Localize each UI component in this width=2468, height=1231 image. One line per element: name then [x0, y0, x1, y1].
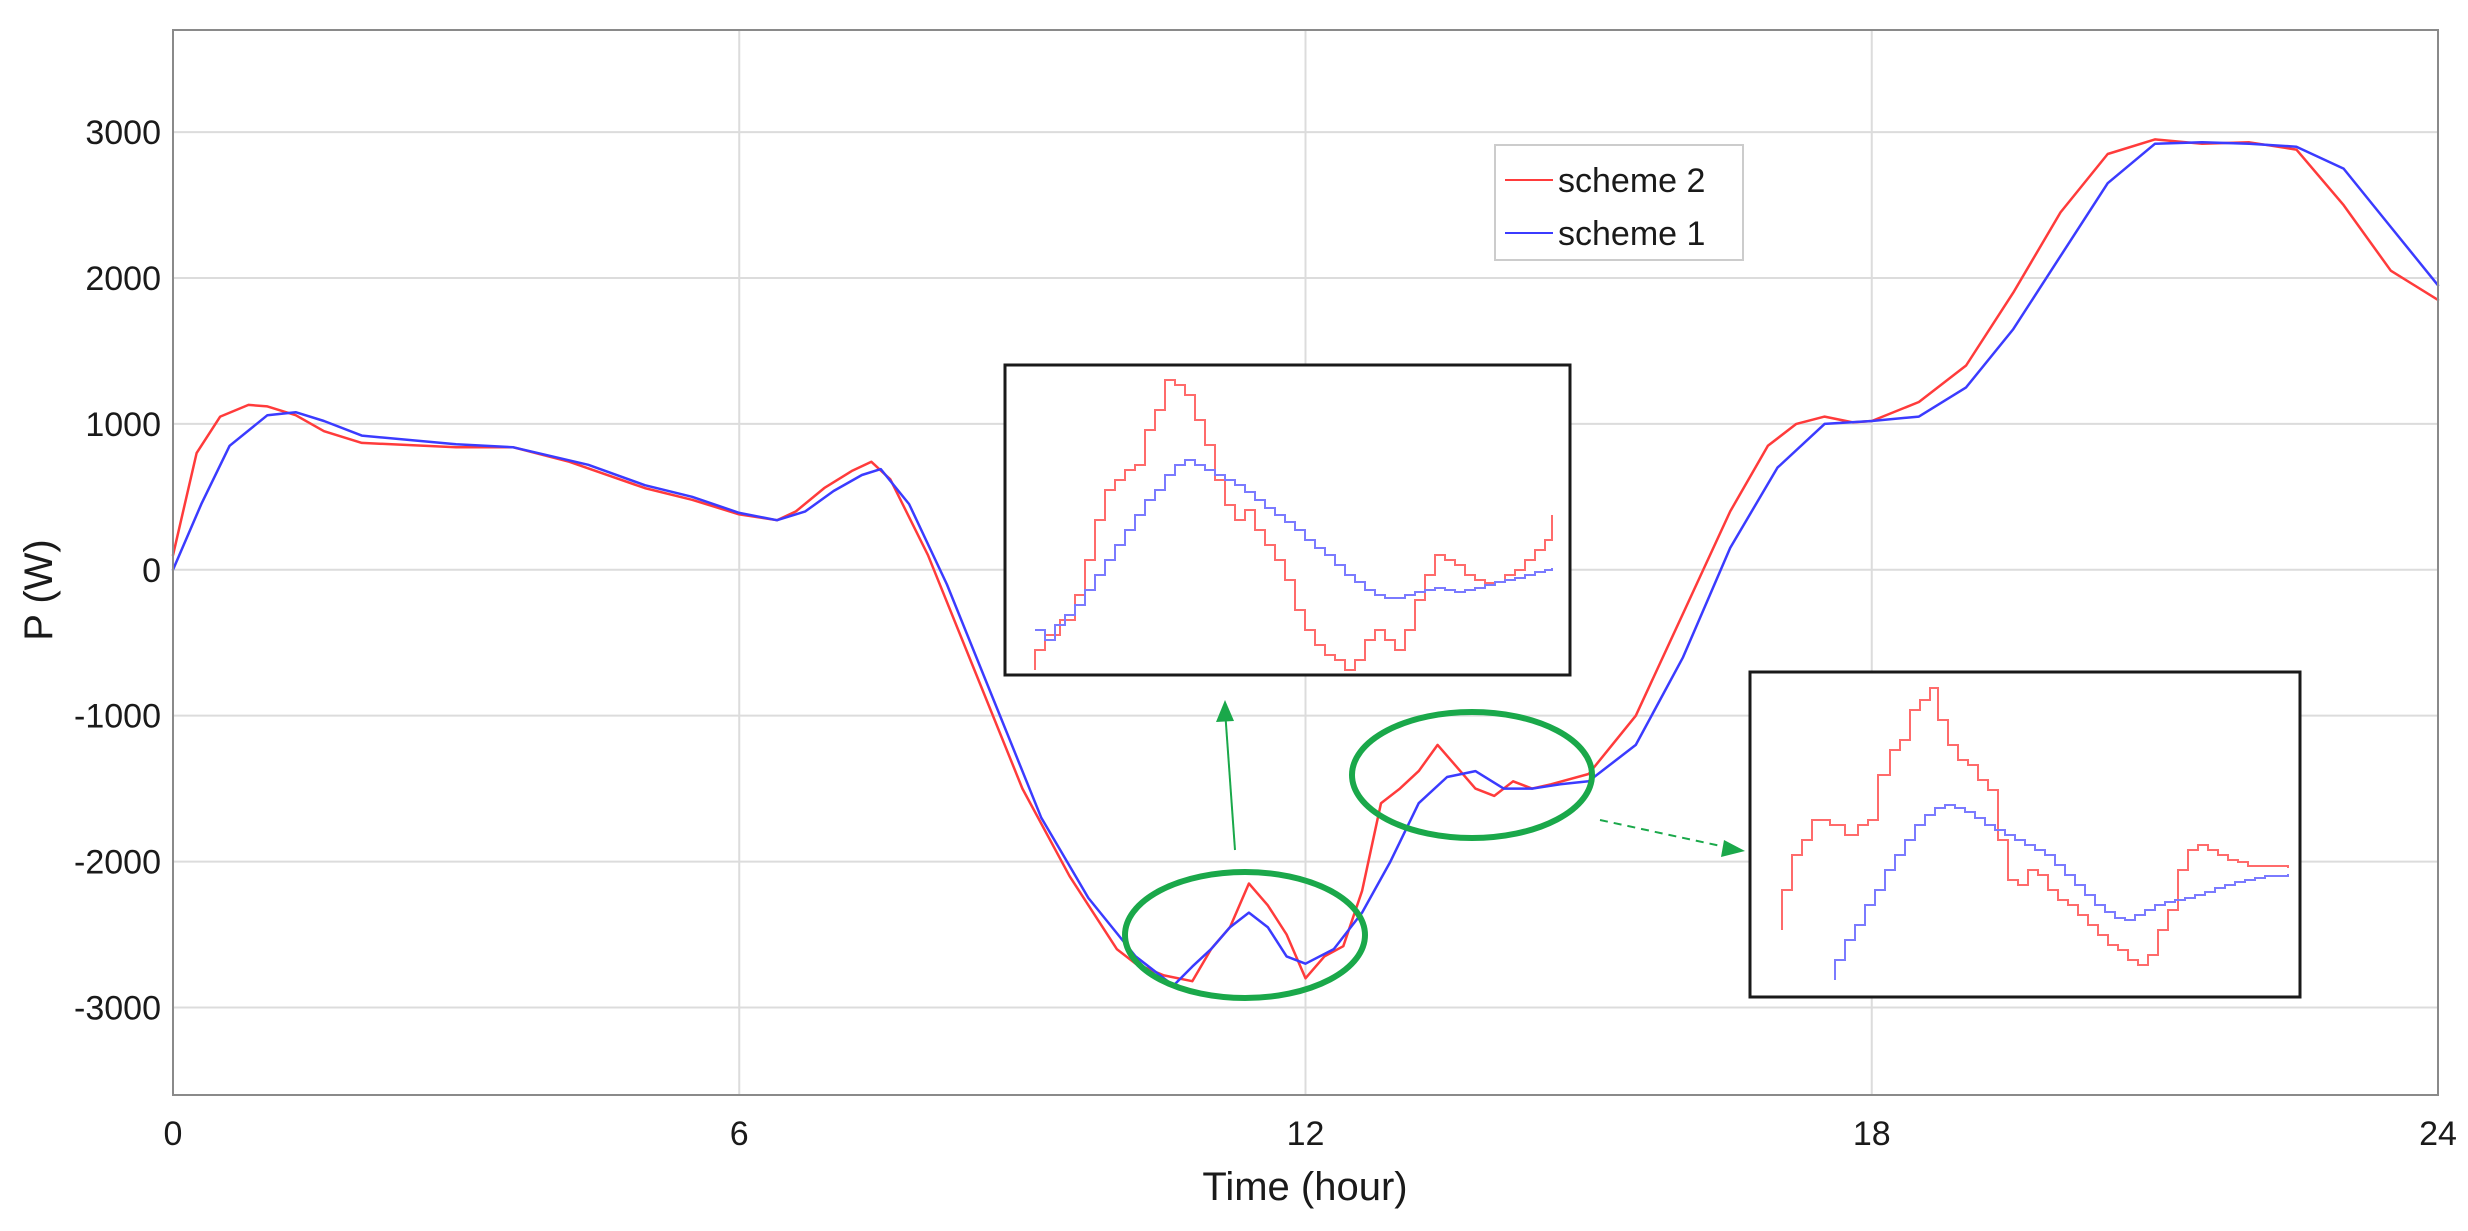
arrow-head-inset-2: [1721, 840, 1745, 857]
x-tick-label: 24: [2419, 1115, 2457, 1153]
legend: scheme 2 scheme 1: [1494, 144, 1744, 261]
series-line-scheme-2: [171, 138, 2440, 983]
y-tick-label: -3000: [74, 989, 161, 1027]
x-tick-label: 0: [164, 1115, 183, 1153]
arrow-to-inset-1: [1224, 709, 1236, 851]
y-tick-label: 3000: [85, 114, 161, 152]
inset-1: [1003, 363, 1572, 677]
legend-box: [1494, 144, 1744, 261]
inset-2-frame: [1748, 670, 2302, 999]
series-layer: [171, 138, 2440, 987]
inset-2-scheme-2-trace: [1781, 687, 2289, 966]
inset-1-scheme-1-trace: [1035, 459, 1553, 641]
x-tick-label: 6: [730, 1115, 749, 1153]
y-axis-title: P (W): [17, 539, 61, 640]
y-tick-label: 2000: [85, 260, 161, 298]
legend-label-scheme-1: scheme 1: [1558, 215, 1705, 253]
inset-1-scheme-2-trace: [1034, 379, 1553, 671]
y-tick-label: 1000: [85, 406, 161, 444]
x-tick-label: 12: [1287, 1115, 1325, 1153]
inset-2: [1748, 670, 2302, 999]
y-tick-label: -2000: [74, 844, 161, 882]
inset-1-frame: [1003, 363, 1572, 677]
arrow-head-inset-1: [1216, 700, 1234, 722]
highlight-ellipse-2: [1349, 709, 1595, 841]
x-axis-title: Time (hour): [1202, 1165, 1407, 1209]
y-tick-label: -1000: [74, 698, 161, 736]
x-tick-label: 18: [1853, 1115, 1891, 1153]
plot-border: [172, 29, 2439, 1096]
series-line-scheme-1: [171, 141, 2440, 987]
zoom-annotations: [1122, 700, 1745, 1001]
y-tick-label: 0: [142, 552, 161, 590]
tick-labels: 0 6 12 18 24 -3000 -2000 -1000 0 1000 2000 3000: [74, 114, 2457, 1153]
inset-2-scheme-1-trace: [1834, 804, 2289, 980]
legend-label-scheme-2: scheme 2: [1558, 162, 1705, 200]
highlight-ellipse-1: [1122, 869, 1368, 1001]
